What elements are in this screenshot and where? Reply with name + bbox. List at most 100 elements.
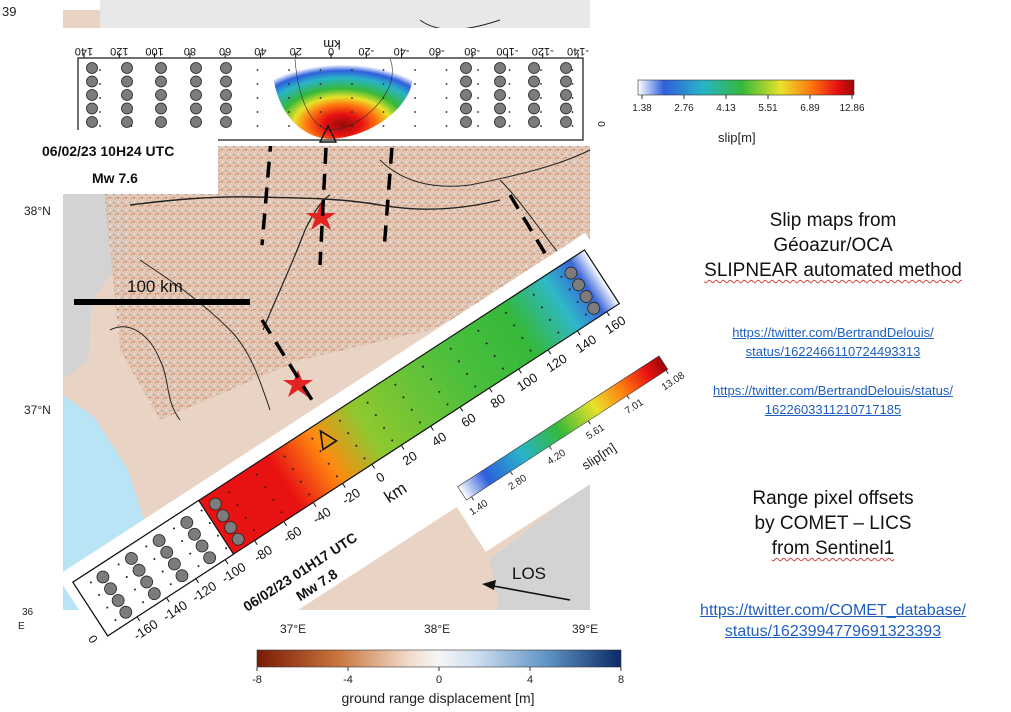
subfault-dot	[449, 347, 452, 350]
station-circle	[86, 116, 98, 128]
subfault-dot	[414, 69, 416, 71]
subfault-dot	[244, 516, 247, 519]
subfault-dot	[477, 69, 479, 71]
station-circle	[528, 62, 540, 74]
lat-label-37: 37°N	[24, 403, 51, 417]
subfault-dot	[540, 111, 542, 113]
lower-axis-tick	[136, 616, 141, 622]
lower-axis-tick	[606, 311, 610, 317]
station-circle	[155, 75, 167, 88]
subfault-dot	[571, 69, 574, 71]
subfault-dot	[288, 83, 290, 85]
station-circle	[155, 102, 167, 115]
fault-trace	[499, 179, 561, 256]
subfault-dot	[106, 606, 109, 609]
slip-link-2-line-1[interactable]: https://twitter.com/BertrandDelouis/stat…	[713, 383, 953, 398]
subfault-dot	[256, 69, 259, 71]
station-circle	[224, 521, 237, 534]
subfault-dot	[430, 378, 433, 381]
subfault-dot	[99, 83, 101, 85]
lower-axis-tick	[195, 578, 199, 584]
upper-event-magnitude: Mw 7.6	[92, 170, 138, 186]
station-circle	[155, 62, 167, 74]
subfault-dot	[568, 288, 571, 291]
station-circle	[155, 116, 167, 128]
subfault-dot	[161, 570, 164, 573]
subfault-dot	[457, 360, 460, 363]
subfault-dot	[351, 83, 353, 85]
subfault-dot	[445, 83, 448, 85]
slip-link-1-line-2[interactable]: status/1622466110724493313	[745, 344, 921, 359]
colorbar-tick-label: 4	[527, 674, 533, 686]
slip-link-2[interactable]: https://twitter.com/BertrandDelouis/stat…	[668, 381, 998, 419]
slip-link-1[interactable]: https://twitter.com/BertrandDelouis/ sta…	[668, 323, 998, 361]
comet-link-line-2[interactable]: status/1623994779691323393	[724, 623, 942, 640]
subfault-dot	[145, 545, 148, 548]
displacement-colorbar-ramp	[256, 649, 622, 668]
lower-slip-map: -160-140-120-100-80-60-40-20020406080100…	[56, 232, 673, 711]
subfault-dot	[383, 426, 386, 429]
subfault-dot	[477, 329, 480, 332]
lat-label-38: 38°N	[24, 204, 51, 218]
subfault-dot	[288, 69, 290, 71]
station-circle	[121, 75, 133, 88]
subfault-dot	[477, 125, 479, 127]
fault-trace	[379, 149, 591, 187]
subfault-dot	[501, 367, 504, 370]
subfault-dot	[200, 509, 203, 512]
station-circle	[188, 527, 201, 541]
subfault-dot	[382, 125, 385, 127]
displacement-colorbar-label: ground range displacement [m]	[342, 690, 535, 706]
upper-axis-tick-label: -120	[532, 45, 554, 57]
subfault-dot	[557, 331, 560, 334]
subfault-dot	[571, 125, 574, 127]
subfault-dot	[355, 444, 358, 447]
upper-axis-tick-label: -80	[464, 45, 480, 57]
station-circle	[132, 563, 146, 577]
subfault-dot	[319, 83, 322, 85]
subfault-dot	[153, 558, 156, 561]
lon-label-39: 39°E	[572, 622, 598, 636]
comet-link[interactable]: https://twitter.com/COMET_database/ stat…	[668, 600, 998, 642]
subfault-dot	[540, 83, 542, 85]
comet-link-line-1[interactable]: https://twitter.com/COMET_database/	[700, 602, 966, 619]
subfault-dot	[571, 83, 574, 85]
upper-slip-map: 140 120 100 80 60 40 20 0 -20 -40 -60 -80 -100 -120 -1…	[62, 28, 606, 146]
colorbar-tick-label: -8	[252, 674, 262, 686]
station-circle	[86, 75, 98, 88]
subfault-dot	[382, 69, 385, 71]
offsets-title-line-2: by COMET – LICS	[754, 513, 912, 534]
subfault-dot	[571, 111, 574, 113]
offsets-title-line-1: Range pixel offsets	[752, 488, 914, 509]
slip-link-1-line-1[interactable]: https://twitter.com/BertrandDelouis/	[732, 325, 934, 340]
subfault-dot	[308, 493, 311, 496]
subfault-dot	[540, 69, 542, 71]
subfault-dot	[89, 581, 92, 584]
station-circle	[572, 278, 585, 292]
subfault-dot	[256, 125, 259, 127]
subfault-dot	[394, 383, 397, 386]
subfault-dot	[181, 540, 184, 543]
subfault-dot	[255, 473, 258, 476]
upper-slip-contour	[294, 58, 393, 131]
subfault-dot	[445, 125, 448, 127]
lower-axis-tick	[518, 368, 522, 374]
subfault-dot	[391, 439, 394, 442]
subfault-dot	[299, 480, 302, 483]
lower-axis-tick-label: 80	[488, 391, 508, 411]
upper-axis-tick-label: -20	[358, 45, 374, 57]
station-circle	[152, 534, 166, 547]
subfault-dot	[99, 69, 101, 71]
colorbar-tick	[548, 445, 552, 450]
station-circle	[460, 102, 472, 115]
station-circle	[190, 89, 202, 101]
lower-axis-tick	[430, 425, 434, 431]
subfault-dot	[125, 575, 128, 578]
upper-slip-colorbar: 1.38 2.76 4.13 5.51 6.89 12.86 slip[m]	[624, 70, 872, 152]
slip-link-2-line-2[interactable]: 1622603311210717185	[764, 402, 902, 417]
subfault-dot	[374, 414, 377, 417]
station-circle	[587, 301, 601, 315]
colorbar-tick-label: 6.89	[800, 103, 820, 114]
colorbar-tick	[665, 370, 669, 375]
station-circle	[220, 89, 232, 101]
